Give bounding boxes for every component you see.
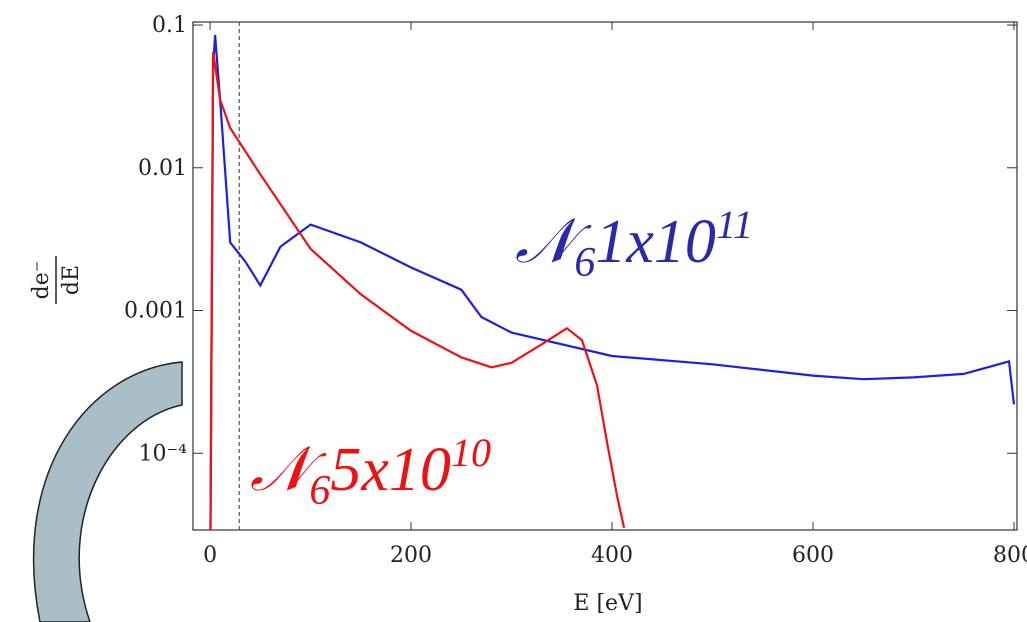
x-tick-label: 400 — [591, 543, 633, 568]
x-tick-label: 800 — [993, 543, 1027, 568]
y-tick-label: 10⁻⁴ — [139, 441, 188, 466]
annotation-text: 5x10 — [330, 436, 451, 504]
decorative-arc — [32, 361, 183, 622]
annotation-text: 1x10 — [595, 208, 716, 276]
x-tick-label: 0 — [203, 543, 217, 568]
annotation-sup: 10 — [451, 430, 491, 475]
y-axis-label: de⁻ dE — [29, 256, 84, 304]
y-tick-label: 0.001 — [124, 299, 187, 324]
annotation: 𝒩65x1010 — [250, 430, 491, 514]
annotation-sub: 6 — [574, 240, 595, 286]
x-tick-label: 600 — [792, 543, 834, 568]
y-tick-label: 0.1 — [152, 13, 187, 38]
annotation-sub: 6 — [309, 468, 330, 514]
y-tick-label: 0.01 — [138, 156, 187, 181]
x-axis-label: E [eV] — [573, 591, 642, 616]
x-tick-label: 200 — [390, 543, 432, 568]
y-label-numerator: de⁻ — [29, 261, 54, 300]
series-line — [209, 35, 1016, 530]
plot-area — [209, 35, 1016, 530]
series-line — [209, 51, 626, 530]
annotation: 𝒩61x1011 — [515, 202, 753, 286]
annotation-sup: 11 — [716, 202, 753, 247]
plot-frame — [192, 21, 1018, 531]
y-label-denominator: dE — [59, 265, 84, 295]
